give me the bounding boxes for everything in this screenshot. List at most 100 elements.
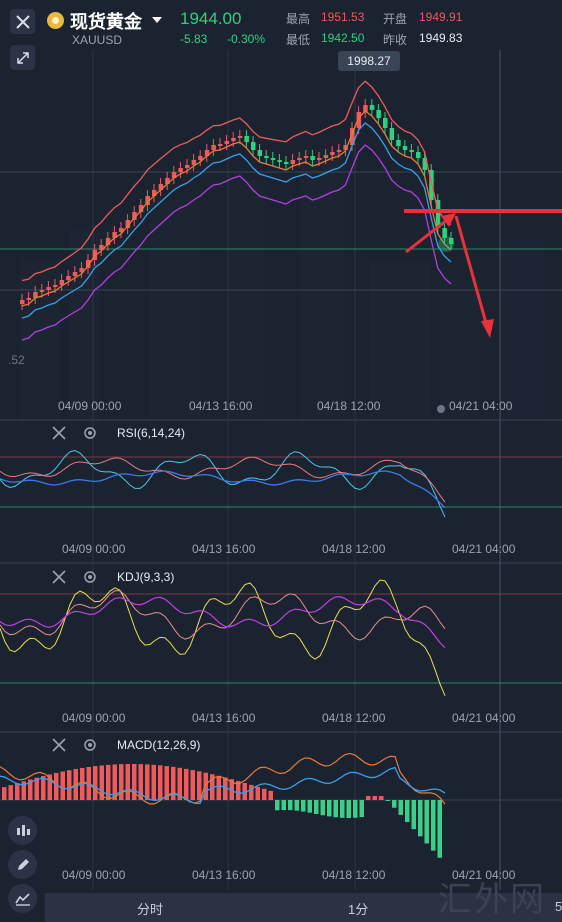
bollinger-upper [21,80,452,282]
collapse-icon [16,51,29,64]
high-label: 最高 [286,12,311,26]
watermark: 汇外网 [438,880,546,920]
building-shape [230,180,265,420]
gear-icon [88,431,92,435]
candle-body [330,152,335,155]
x-axis-label: 04/18 12:00 [317,399,381,413]
x-axis-label: 04/13 16:00 [192,542,256,556]
background-buildings [20,150,545,420]
open-value: 1949.91 [419,10,463,24]
candle-body [277,160,282,162]
draw-tool-button[interactable] [8,850,37,879]
candle-body [251,142,256,150]
candle-body [138,205,144,212]
gear-icon [88,743,92,747]
candle-style-button[interactable] [8,816,37,845]
macd-bar [151,764,156,800]
building-shape [370,260,430,420]
macd-dif-line [0,752,446,805]
macd-bar [67,770,72,800]
candle-body [270,158,276,160]
rsi-line-slow [0,470,446,509]
macd-bar [106,764,111,800]
candle-body [396,140,401,146]
candle-body [86,260,91,268]
macd-bar [392,800,397,808]
macd-bar [372,796,377,800]
candle-body [409,150,414,152]
x-axis-label: 04/21 04:00 [452,542,516,556]
macd-bar [119,764,124,800]
macd-bar [340,800,345,818]
building-shape [300,150,345,420]
scroll-dot [437,405,445,413]
macd-bar [333,800,338,818]
macd-bar [60,771,65,800]
close-icon [52,570,66,584]
candle-body [204,150,210,156]
candle-body [356,112,362,128]
price-glow [438,236,454,252]
candle-body [53,285,58,287]
gear-icon [84,739,96,751]
candle-body [79,268,84,272]
candle-body [435,200,441,228]
candle-body [363,105,368,112]
macd-bar [431,800,436,851]
candle-body [442,228,447,238]
macd-bar [210,774,215,800]
candle-body [119,228,124,232]
candle-body [402,146,408,150]
macd-bar [216,775,221,800]
chevron-down-icon[interactable] [152,17,162,23]
macd-bar [132,764,137,800]
peak-price-tag: 1998.27 [338,51,400,71]
candle-body [244,136,249,142]
x-axis-label: 04/13 16:00 [192,711,256,725]
candle-body [99,245,104,250]
candle-body [145,196,150,205]
candle-body [152,190,157,196]
macd-bar [171,766,176,800]
x-axis-label: 04/09 00:00 [62,868,126,882]
candle-body [198,156,203,160]
tab-5min[interactable]: 5 [555,899,562,914]
annotation-arrow-down [454,215,490,331]
price-change: -5.83 [180,32,208,46]
candle-body [178,168,183,172]
symbol-title[interactable]: 现货黄金 [70,12,142,32]
macd-bar [138,764,143,800]
macd-bar [320,800,325,816]
candle-body [449,238,454,244]
annotation-arrow [405,214,453,254]
candle-body [323,155,329,158]
macd-bar [268,790,273,800]
candle-body [290,160,296,164]
candle-body [297,158,302,160]
indicator-button[interactable] [8,884,37,913]
macd-bar [229,779,234,800]
candle-body [112,232,117,238]
close-button[interactable] [10,9,35,34]
prev-close-label: 昨收 [383,33,408,47]
candle-icon [16,824,30,836]
candle-body [26,298,32,300]
candle-body [257,150,263,156]
macd-bar [99,765,104,800]
annotation-arrowhead [481,319,494,338]
tab-1min[interactable]: 1分 [348,902,369,917]
close-icon [15,14,30,29]
building-shape [500,240,545,420]
macd-dea-line [0,766,446,805]
low-value: 1942.50 [321,31,365,45]
candle-body [191,160,197,165]
collapse-button[interactable] [10,45,35,70]
macd-bar [437,800,442,858]
candle-body [72,272,78,276]
tab-timeshare[interactable]: 分时 [137,902,164,917]
candle-body [264,156,269,158]
building-shape [440,280,480,420]
candle-body [376,110,381,118]
macd-bar [262,788,267,800]
